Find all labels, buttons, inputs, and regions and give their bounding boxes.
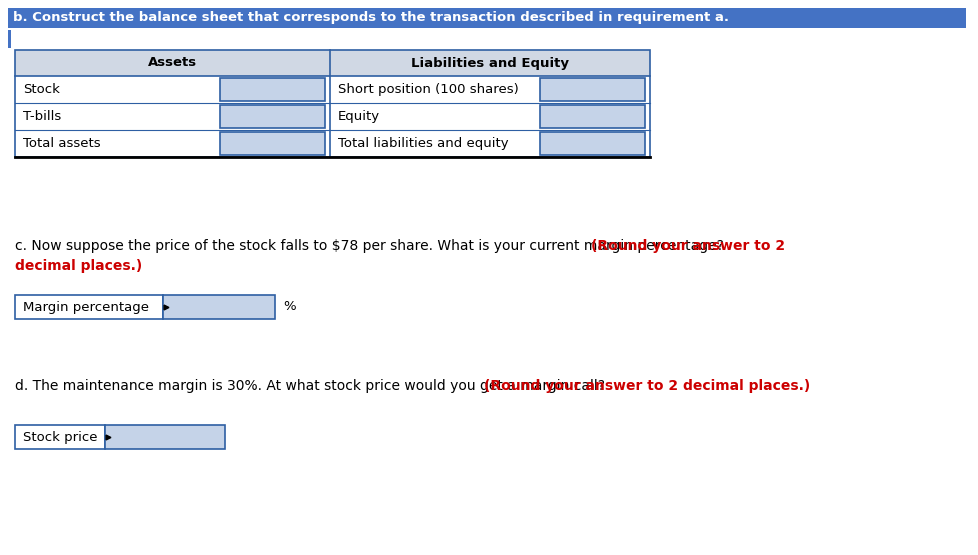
Text: b. Construct the balance sheet that corresponds to the transaction described in : b. Construct the balance sheet that corr… [13, 12, 729, 24]
Text: Total liabilities and equity: Total liabilities and equity [337, 137, 509, 150]
Text: (Round your answer to 2 decimal places.): (Round your answer to 2 decimal places.) [483, 379, 810, 393]
Bar [220, 132, 325, 155]
Bar [220, 105, 325, 128]
Bar [15, 425, 105, 449]
Text: Assets: Assets [148, 57, 197, 69]
Text: %: % [283, 300, 295, 314]
Bar [15, 295, 162, 319]
Text: Stock price: Stock price [22, 431, 98, 443]
Text: Liabilities and Equity: Liabilities and Equity [411, 57, 568, 69]
Bar [540, 78, 645, 101]
Text: Stock: Stock [22, 83, 60, 96]
Text: Equity: Equity [337, 110, 379, 123]
Bar [15, 50, 330, 76]
Bar [540, 105, 645, 128]
Text: Margin percentage: Margin percentage [22, 300, 149, 314]
Text: Total assets: Total assets [22, 137, 101, 150]
Bar [105, 425, 225, 449]
Bar [15, 50, 649, 157]
Bar [8, 8, 965, 28]
Text: T-bills: T-bills [22, 110, 62, 123]
Bar [220, 78, 325, 101]
Bar [162, 295, 275, 319]
Text: Short position (100 shares): Short position (100 shares) [337, 83, 518, 96]
Text: d. The maintenance margin is 30%. At what stock price would you get a margin cal: d. The maintenance margin is 30%. At wha… [15, 379, 608, 393]
Bar [330, 50, 649, 76]
Text: decimal places.): decimal places.) [15, 259, 142, 273]
Bar [8, 30, 11, 48]
Text: (Round your answer to 2: (Round your answer to 2 [591, 239, 784, 253]
Bar [540, 132, 645, 155]
Text: c. Now suppose the price of the stock falls to $78 per share. What is your curre: c. Now suppose the price of the stock fa… [15, 239, 728, 253]
